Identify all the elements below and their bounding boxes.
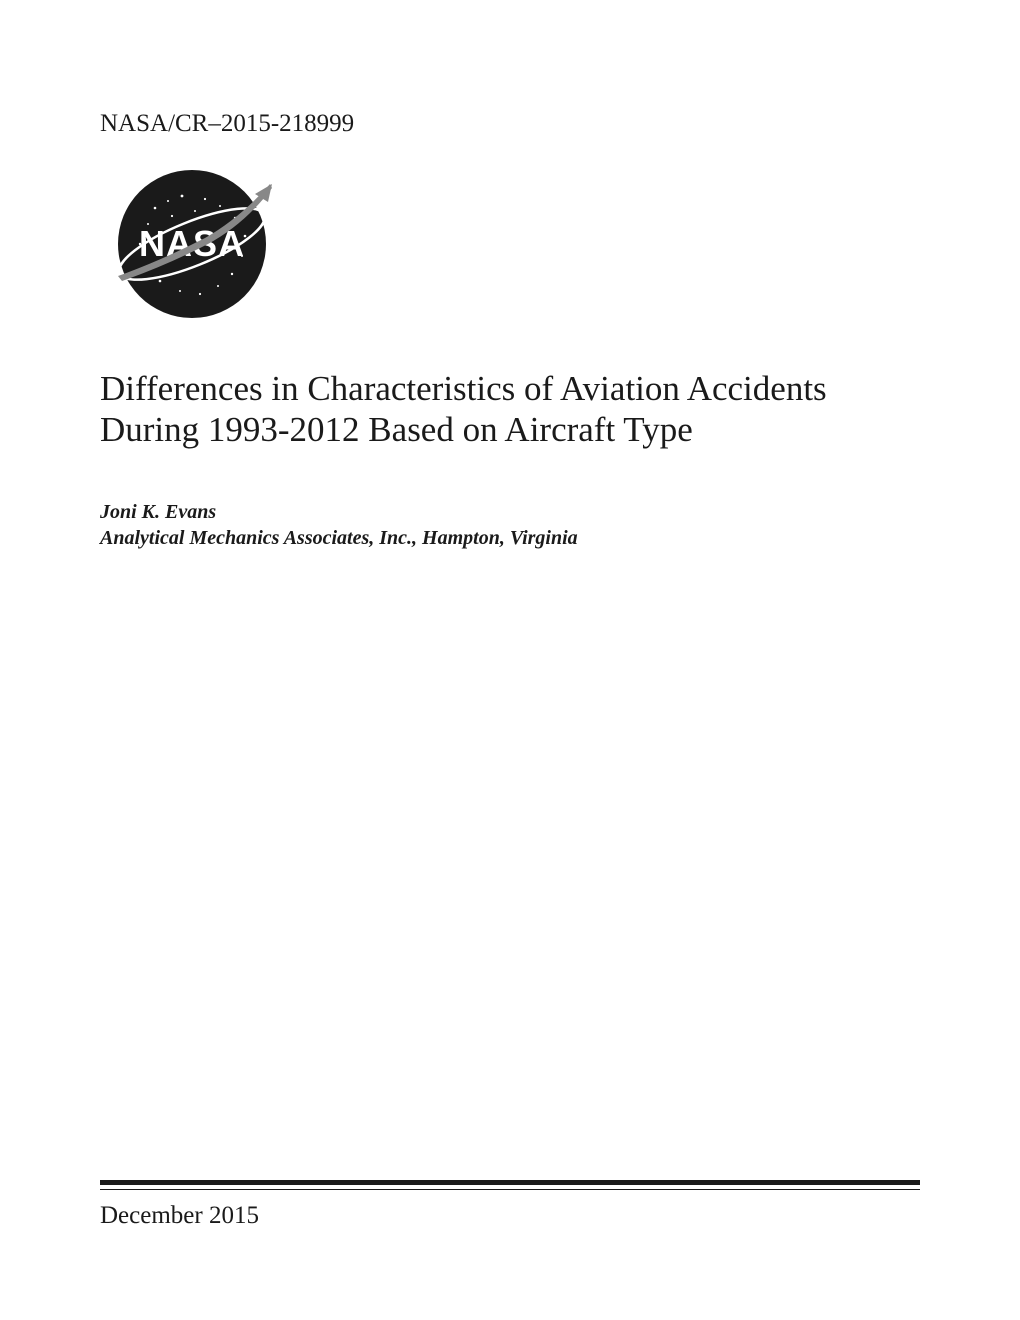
author-name: Joni K. Evans bbox=[100, 499, 920, 525]
footer: December 2015 bbox=[100, 1180, 920, 1230]
document-page: NASA/CR–2015-218999 bbox=[0, 0, 1020, 1320]
publication-date: December 2015 bbox=[100, 1202, 920, 1230]
report-number: NASA/CR–2015-218999 bbox=[100, 110, 920, 138]
divider-thin bbox=[100, 1189, 920, 1190]
content-spacer bbox=[100, 551, 920, 1180]
author-affiliation: Analytical Mechanics Associates, Inc., H… bbox=[100, 525, 920, 551]
nasa-logo: NASA bbox=[100, 166, 920, 326]
divider-thick bbox=[100, 1180, 920, 1185]
document-title: Differences in Characteristics of Aviati… bbox=[100, 368, 920, 451]
